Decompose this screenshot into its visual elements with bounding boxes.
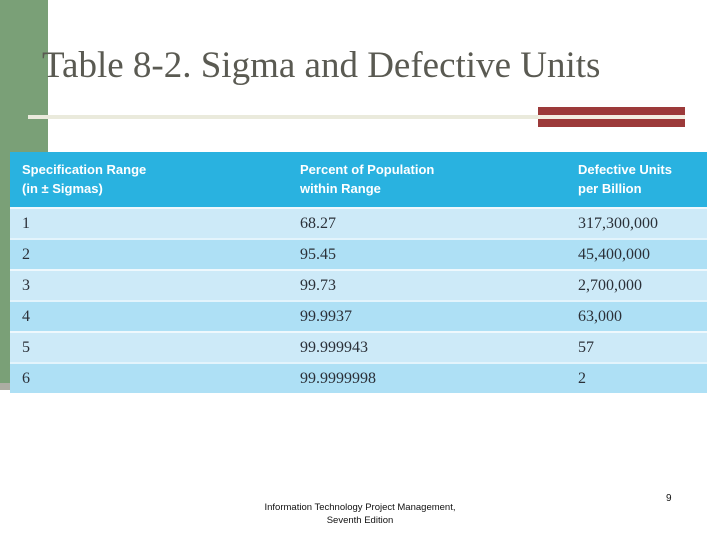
cell-sigma: 1	[22, 214, 30, 232]
table-row: 1 68.27 317,300,000	[10, 207, 707, 238]
header-cell-defective-units: Defective Units per Billion	[566, 152, 707, 207]
footer-line-2: Seventh Edition	[326, 514, 394, 526]
slide-footer: Information Technology Project Managemen…	[265, 502, 456, 528]
header-line: Specification Range	[22, 162, 147, 177]
table-row: 4 99.9937 63,000	[10, 300, 707, 331]
cell-sigma: 4	[22, 307, 30, 325]
slide-title: Table 8-2. Sigma and Defective Units	[42, 45, 601, 86]
cell-percent: 99.73	[300, 276, 336, 294]
title-underline-rule	[28, 115, 553, 119]
cell-percent: 68.27	[300, 214, 336, 232]
table-row: 6 99.9999998 2	[10, 362, 707, 393]
header-line: per Billion	[578, 180, 642, 196]
cell-defective: 63,000	[578, 307, 622, 325]
table-row: 2 95.45 45,400,000	[10, 238, 707, 269]
cell-sigma: 5	[22, 338, 30, 356]
red-accent-bars-gap	[538, 115, 685, 119]
sigma-defective-units-table: Specification Range (in ± Sigmas) Percen…	[10, 152, 707, 393]
footer-line-1: Information Technology Project Managemen…	[264, 502, 456, 513]
cell-percent: 99.9999998	[300, 369, 376, 387]
header-line: Defective Units	[578, 162, 672, 177]
table-row: 5 99.999943 57	[10, 331, 707, 362]
table-header-row: Specification Range (in ± Sigmas) Percen…	[10, 152, 707, 207]
header-line: Percent of Population	[300, 162, 435, 177]
header-line: (in ± Sigmas)	[22, 180, 103, 196]
cell-defective: 57	[578, 338, 594, 356]
table-row: 3 99.73 2,700,000	[10, 269, 707, 300]
cell-sigma: 6	[22, 369, 30, 387]
cell-defective: 2	[578, 369, 586, 387]
cell-percent: 99.9937	[300, 307, 352, 325]
cell-defective: 45,400,000	[578, 245, 650, 263]
cell-sigma: 2	[22, 245, 30, 263]
cell-sigma: 3	[22, 276, 30, 294]
cell-defective: 317,300,000	[578, 214, 658, 232]
header-cell-specification-range: Specification Range (in ± Sigmas)	[10, 152, 288, 207]
header-line: within Range	[300, 180, 381, 196]
cell-defective: 2,700,000	[578, 276, 642, 294]
page-number: 9	[666, 493, 672, 504]
red-accent-bars	[538, 107, 685, 127]
header-cell-percent-of-population: Percent of Population within Range	[288, 152, 566, 207]
cell-percent: 99.999943	[300, 338, 368, 356]
cell-percent: 95.45	[300, 245, 336, 263]
left-accent-bar-tip	[0, 383, 10, 390]
